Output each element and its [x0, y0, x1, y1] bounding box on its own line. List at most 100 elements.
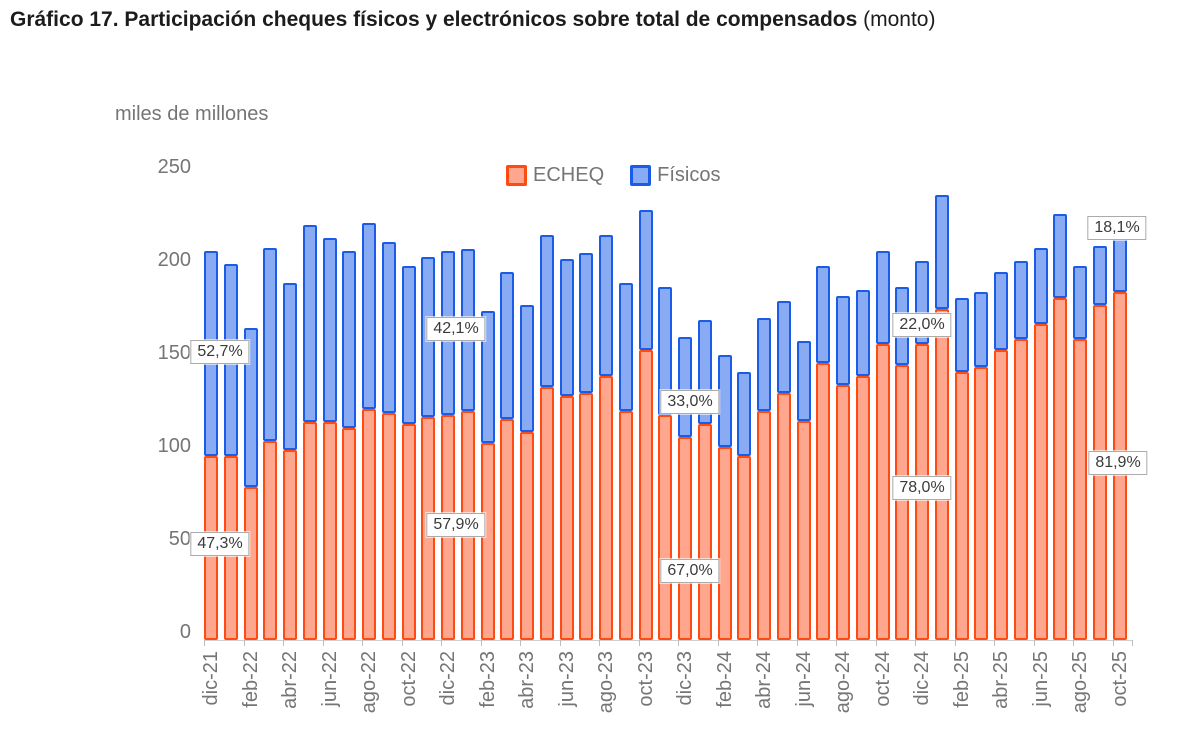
- annotation-dic-23-fisicos: 33,0%: [660, 390, 720, 414]
- bar-segment-echeq-jul-24: [816, 362, 831, 640]
- x-axis-tick: [362, 640, 363, 646]
- bar-segment-fisicos-jul-22: [342, 251, 357, 428]
- x-axis-tick: [678, 640, 679, 646]
- bar-segment-fisicos-sep-22: [381, 241, 396, 414]
- bar-segment-echeq-jul-25: [1053, 297, 1068, 640]
- bar-segment-echeq-abr-25: [994, 349, 1008, 640]
- x-axis-tick: [994, 640, 995, 646]
- y-tick-label: 50: [168, 528, 191, 550]
- x-axis-tick: [1073, 640, 1074, 646]
- x-tick-label-feb-25: feb-25: [950, 651, 973, 708]
- annotation-dic-21-echeq: 47,3%: [190, 532, 250, 556]
- bar-segment-echeq-jun-22: [322, 422, 337, 640]
- bar-segment-fisicos-ago-23: [599, 234, 613, 376]
- bar-segment-fisicos-ago-24: [836, 295, 850, 386]
- bar-segment-echeq-may-25: [1013, 338, 1028, 640]
- bar-segment-echeq-dic-23: [678, 437, 692, 640]
- x-tick-label-dic-24: dic-24: [911, 651, 933, 706]
- x-axis-tick: [323, 640, 324, 646]
- bar-segment-echeq-feb-22: [243, 487, 258, 640]
- x-tick-label-oct-24: oct-24: [871, 651, 894, 707]
- bar-segment-fisicos-may-23: [539, 234, 554, 388]
- x-axis-tick: [639, 640, 640, 646]
- bar-segment-echeq-feb-25: [954, 372, 969, 640]
- x-axis-tick: [1113, 640, 1114, 646]
- bar-segment-echeq-jul-23: [579, 392, 594, 640]
- annotation-dic-24-echeq: 78,0%: [892, 476, 952, 500]
- bar-segment-echeq-mar-25: [974, 366, 989, 640]
- x-axis-tick: [520, 640, 521, 646]
- bar-segment-echeq-oct-22: [401, 424, 416, 640]
- bar-segment-fisicos-feb-23: [480, 310, 495, 443]
- bar-segment-echeq-nov-24: [895, 364, 910, 640]
- bar-segment-echeq-ene-24: [697, 424, 712, 640]
- y-tick-label: 0: [179, 621, 191, 643]
- bar-segment-fisicos-jun-23: [559, 258, 574, 397]
- bar-segment-fisicos-abr-25: [994, 271, 1008, 350]
- x-axis-tick: [599, 640, 600, 646]
- x-axis-tick: [204, 640, 205, 646]
- bar-segment-echeq-feb-23: [480, 442, 495, 640]
- annotation-dic-22-fisicos: 42,1%: [426, 317, 486, 341]
- x-tick-label-dic-22: dic-22: [437, 651, 459, 706]
- x-axis-tick: [481, 640, 482, 646]
- x-tick-label-jun-23: jun-23: [555, 651, 578, 707]
- bar-segment-fisicos-may-24: [776, 301, 791, 393]
- bar-segment-fisicos-may-22: [302, 225, 317, 423]
- y-tick-label: 150: [157, 342, 191, 364]
- bar-segment-echeq-mar-24: [737, 455, 752, 640]
- bar-segment-echeq-abr-22: [283, 450, 297, 640]
- bar-segment-fisicos-dic-23: [678, 336, 692, 438]
- chart-title-main: Gráfico 17. Participación cheques físico…: [10, 8, 858, 31]
- x-tick-label-jun-22: jun-22: [318, 651, 341, 707]
- x-tick-label-feb-23: feb-23: [476, 651, 499, 708]
- bar-segment-echeq-ene-25: [934, 308, 949, 640]
- x-tick-label-jun-24: jun-24: [792, 651, 815, 707]
- bar-segment-fisicos-sep-24: [855, 290, 870, 376]
- x-axis-tick: [797, 640, 798, 646]
- x-axis-tick: [441, 640, 442, 646]
- x-tick-label-ago-25: ago-25: [1069, 651, 1091, 714]
- x-tick-label-dic-23: dic-23: [674, 651, 696, 706]
- bar-segment-echeq-sep-24: [855, 375, 870, 640]
- bar-segment-echeq-oct-23: [638, 349, 653, 640]
- bar-segment-fisicos-jul-23: [579, 253, 594, 393]
- bar-segment-echeq-mar-23: [500, 418, 515, 640]
- bar-segment-fisicos-ago-22: [362, 223, 376, 410]
- bar-segment-fisicos-oct-24: [875, 251, 890, 345]
- bar-segment-echeq-ago-22: [362, 409, 376, 640]
- x-tick-label-ago-23: ago-23: [595, 651, 617, 714]
- bar-segment-fisicos-abr-24: [757, 318, 771, 412]
- x-axis-tick: [283, 640, 284, 646]
- bar-segment-fisicos-jun-25: [1033, 247, 1048, 324]
- bar-segment-fisicos-abr-23: [520, 305, 534, 432]
- x-axis-tick: [955, 640, 956, 646]
- bar-segment-fisicos-may-25: [1013, 260, 1028, 339]
- x-axis-tick: [876, 640, 877, 646]
- x-axis-tick: [244, 640, 245, 646]
- bar-segment-echeq-mar-22: [263, 440, 278, 640]
- x-axis-tick: [915, 640, 916, 646]
- annotation-dic-23-echeq: 67,0%: [660, 559, 720, 583]
- x-tick-label-abr-23: abr-23: [516, 651, 538, 709]
- x-axis-tick: [1132, 640, 1133, 646]
- bar-segment-echeq-sep-23: [618, 411, 633, 640]
- bar-segment-echeq-jun-25: [1033, 323, 1048, 640]
- bar-segment-echeq-abr-24: [757, 411, 771, 640]
- bar-segment-echeq-sep-22: [381, 413, 396, 640]
- bar-segment-fisicos-oct-23: [638, 210, 653, 350]
- x-axis-line: [204, 640, 1133, 641]
- legend: ECHEQ Físicos: [506, 164, 720, 187]
- x-tick-label-feb-22: feb-22: [239, 651, 262, 708]
- bar-segment-echeq-abr-23: [520, 431, 534, 640]
- chart-title-suffix: (monto): [857, 8, 936, 31]
- x-tick-label-feb-24: feb-24: [713, 651, 736, 708]
- x-axis-tick: [718, 640, 719, 646]
- x-tick-label-oct-25: oct-25: [1108, 651, 1131, 707]
- x-axis-tick: [757, 640, 758, 646]
- bar-segment-fisicos-mar-24: [737, 372, 752, 456]
- bar-segment-echeq-feb-24: [717, 446, 732, 640]
- bar-segment-echeq-ago-24: [836, 385, 850, 640]
- x-axis-tick: [836, 640, 837, 646]
